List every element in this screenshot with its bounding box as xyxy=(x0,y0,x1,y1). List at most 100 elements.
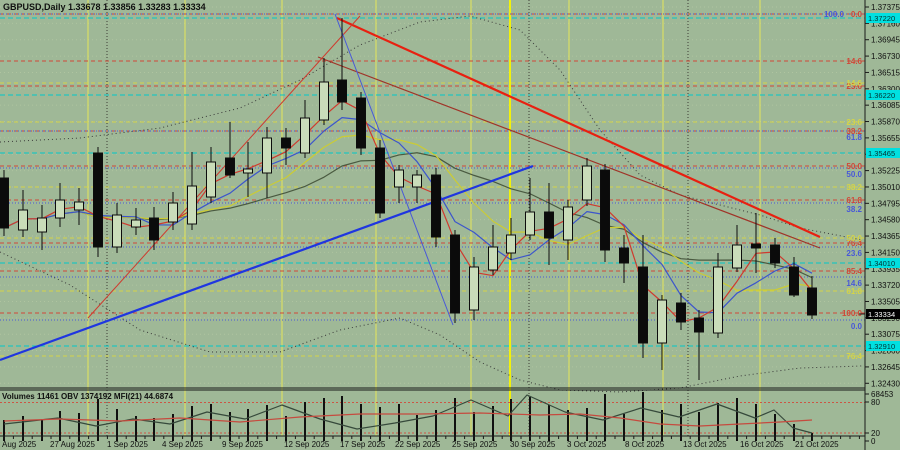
svg-text:1.34010: 1.34010 xyxy=(868,259,895,268)
candle[interactable] xyxy=(770,238,780,268)
svg-text:50.0: 50.0 xyxy=(846,162,862,171)
svg-text:1.34795: 1.34795 xyxy=(871,199,900,208)
candle[interactable] xyxy=(375,140,385,218)
svg-text:50.0: 50.0 xyxy=(846,234,862,243)
candle[interactable] xyxy=(300,100,310,158)
descending-resistance-thick-red[interactable] xyxy=(336,16,821,239)
candle[interactable] xyxy=(37,205,47,250)
candle[interactable] xyxy=(93,147,103,257)
candle[interactable] xyxy=(713,253,723,338)
candle[interactable] xyxy=(394,165,404,203)
date-axis-label: 16 Oct 2025 xyxy=(740,440,784,449)
candle[interactable] xyxy=(74,188,84,225)
svg-text:23.6: 23.6 xyxy=(846,249,862,258)
descending-thin-dark-red[interactable] xyxy=(317,56,821,249)
candle[interactable] xyxy=(431,168,441,247)
svg-text:85.4: 85.4 xyxy=(846,267,862,276)
candle[interactable] xyxy=(131,208,141,235)
candle[interactable] xyxy=(469,257,479,320)
date-axis-label: 12 Sep 2025 xyxy=(284,440,330,449)
date-axis[interactable]: Aug 2025 27 Aug 2025 1 Sep 2025 4 Sep 2025 9… xyxy=(2,436,860,449)
svg-text:38.2: 38.2 xyxy=(846,127,862,136)
svg-text:14.6: 14.6 xyxy=(846,57,862,66)
candle[interactable] xyxy=(450,230,460,323)
svg-text:1.35225: 1.35225 xyxy=(871,167,900,176)
candle[interactable] xyxy=(225,122,235,178)
svg-text:1.37375: 1.37375 xyxy=(871,3,900,12)
svg-text:0: 0 xyxy=(871,437,876,446)
candle[interactable] xyxy=(751,213,761,273)
svg-text:1.36515: 1.36515 xyxy=(871,68,900,77)
candle[interactable] xyxy=(206,147,216,203)
aqua-level-price-tag: 1.37220 xyxy=(866,13,900,23)
candle[interactable] xyxy=(525,178,535,240)
candle[interactable] xyxy=(506,218,516,260)
svg-text:50.0: 50.0 xyxy=(846,170,862,179)
candle[interactable] xyxy=(319,58,329,125)
svg-text:1.35655: 1.35655 xyxy=(871,134,900,143)
candle[interactable] xyxy=(619,235,629,283)
candle[interactable] xyxy=(262,127,272,198)
svg-text:61.8: 61.8 xyxy=(846,196,862,205)
candle[interactable] xyxy=(638,235,648,358)
date-axis-label: Aug 2025 xyxy=(2,440,37,449)
svg-text:100.0: 100.0 xyxy=(824,10,845,19)
candle[interactable] xyxy=(168,192,178,230)
svg-text:1.37220: 1.37220 xyxy=(868,14,895,23)
candle[interactable] xyxy=(356,92,366,155)
candle[interactable] xyxy=(337,18,347,110)
candle[interactable] xyxy=(563,200,573,260)
candle[interactable] xyxy=(807,276,817,319)
date-axis-label: 22 Sep 2025 xyxy=(395,440,441,449)
candle[interactable] xyxy=(281,128,291,165)
candle[interactable] xyxy=(412,170,422,203)
svg-text:1.36085: 1.36085 xyxy=(871,101,900,110)
aqua-level-price-tag: 1.36220 xyxy=(866,90,900,100)
aqua-level-price-tag: 1.32910 xyxy=(866,341,900,351)
svg-text:1.37160: 1.37160 xyxy=(871,19,900,28)
date-axis-label: 1 Sep 2025 xyxy=(107,440,148,449)
candle[interactable] xyxy=(732,225,742,272)
svg-text:76.4: 76.4 xyxy=(846,352,862,361)
svg-text:68453: 68453 xyxy=(871,390,894,399)
candles-layer[interactable] xyxy=(0,18,817,380)
svg-text:1.33935: 1.33935 xyxy=(871,265,900,274)
candle[interactable] xyxy=(544,183,554,265)
aqua-level-price-tag: 1.34010 xyxy=(866,258,900,268)
candle[interactable] xyxy=(694,310,704,380)
svg-text:1.33334: 1.33334 xyxy=(868,310,895,319)
svg-text:1.33505: 1.33505 xyxy=(871,297,900,306)
candle[interactable] xyxy=(657,295,667,370)
candle[interactable] xyxy=(243,142,253,197)
candle[interactable] xyxy=(112,203,122,253)
svg-text:76.4: 76.4 xyxy=(846,239,862,248)
svg-text:20: 20 xyxy=(871,429,880,438)
candle[interactable] xyxy=(187,152,197,230)
candle[interactable] xyxy=(149,207,159,250)
bollinger-bands-layer xyxy=(0,15,863,393)
candle[interactable] xyxy=(488,225,498,275)
svg-text:100.0: 100.0 xyxy=(842,309,863,318)
candle[interactable] xyxy=(600,164,610,262)
svg-text:1.34365: 1.34365 xyxy=(871,232,900,241)
fib-diagonal-red[interactable] xyxy=(87,15,361,319)
candle[interactable] xyxy=(676,293,686,330)
candle[interactable] xyxy=(55,183,65,227)
date-axis-label: 13 Oct 2025 xyxy=(683,440,727,449)
ascending-support-thick-blue[interactable] xyxy=(0,164,534,362)
date-axis-label: 27 Aug 2025 xyxy=(50,440,95,449)
svg-text:1.36730: 1.36730 xyxy=(871,52,900,61)
candle[interactable] xyxy=(0,170,9,236)
indicator-panel[interactable] xyxy=(0,392,865,441)
candle[interactable] xyxy=(789,257,799,297)
symbol-ohlc-title: GBPUSD,Daily 1.33678 1.33856 1.33283 1.3… xyxy=(3,2,206,12)
candle[interactable] xyxy=(582,158,592,206)
svg-text:1.33720: 1.33720 xyxy=(871,281,900,290)
candle[interactable] xyxy=(18,190,28,237)
price-axis[interactable]: 1.37375 1.37160 1.36945 1.36730 1.36515 1.363… xyxy=(824,3,900,446)
svg-text:38.2: 38.2 xyxy=(846,183,862,192)
indicator-values-label: Volumes 11461 OBV 1374192 MFI(21) 44.687… xyxy=(2,392,174,401)
trendlines-layer[interactable] xyxy=(0,13,821,362)
date-axis-label: 30 Sep 2025 xyxy=(510,440,556,449)
